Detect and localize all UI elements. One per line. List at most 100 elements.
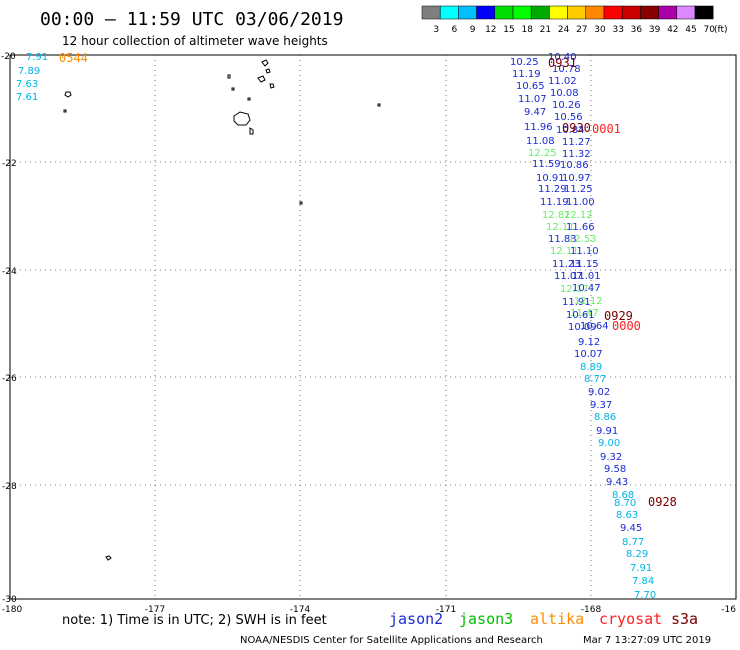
scale-swatch-14 [676, 5, 696, 20]
wave-height-label: 11.07 [554, 271, 583, 282]
wave-height-label: 12.25 [528, 148, 557, 159]
wave-height-label: 9.43 [606, 477, 628, 488]
scale-swatch-12 [640, 5, 659, 20]
scale-tick-label: 30 [594, 25, 606, 35]
lon-label: -171 [436, 605, 456, 615]
wave-height-label: 9.32 [600, 452, 622, 463]
legend-s3a: s3a [671, 610, 698, 628]
wave-height-color-scale: 3 6 9 12 15 18 21 24 27 30 33 36 39 42 45 70 [421, 5, 715, 35]
wave-height-label: 8.77 [584, 374, 606, 385]
footer-credit: NOAA/NESDIS Center for Satellite Applica… [240, 635, 543, 646]
wave-height-label: 10.61 [566, 310, 595, 321]
wave-height-label: 10.78 [552, 64, 581, 75]
wave-height-label: 8.89 [580, 362, 602, 373]
lat-label: -24 [2, 267, 17, 277]
map-title: 00:00 — 11:59 UTC 03/06/2019 [40, 9, 343, 30]
scale-swatch-8 [567, 5, 587, 20]
wave-height-label: 8.77 [622, 537, 644, 548]
lon-label: -174 [290, 605, 311, 615]
legend-jason2: jason2 [389, 610, 443, 628]
lon-label: -168 [581, 605, 602, 615]
wave-height-label: 8.68 [612, 490, 634, 501]
island-vanua-levu [257, 59, 275, 89]
wave-height-label: 11.00 [566, 197, 595, 208]
wave-height-label: 7.89 [18, 66, 40, 77]
lat-label: -20 [1, 52, 16, 62]
scale-swatch-9 [585, 5, 605, 20]
scale-swatch-13 [658, 5, 678, 20]
scale-tick-label: 45 [685, 25, 696, 35]
scale-swatch-1 [439, 5, 459, 20]
wave-height-label: 8.70 [614, 498, 636, 509]
wave-height-label: 10.07 [574, 349, 603, 360]
island-south [105, 555, 112, 561]
wave-height-label: 10.64 [580, 321, 609, 332]
legend-cryosat: cryosat [599, 610, 662, 628]
wave-height-label: 10.26 [552, 100, 581, 111]
wave-height-label: 11.19 [512, 69, 541, 80]
wave-height-label: 11.91 [562, 297, 591, 308]
wave-height-label: 9.45 [620, 523, 642, 534]
scale-tick-label: 36 [631, 25, 643, 35]
wave-height-label: 10.97 [562, 173, 591, 184]
lat-label: -28 [2, 482, 17, 492]
wave-height-label: 8.63 [616, 510, 638, 521]
wave-height-label: 7.61 [16, 92, 38, 103]
wave-height-label: 9.12 [578, 337, 600, 348]
wave-height-label: 9.91 [596, 426, 618, 437]
wave-height-label: 11.83 [548, 234, 577, 245]
wave-height-label: 11.23 [552, 259, 581, 270]
pass-time-label: 0928 [648, 495, 677, 509]
wave-height-label: 11.19 [540, 197, 569, 208]
scale-swatch-5 [512, 5, 532, 20]
wave-height-label: 12.11 [546, 222, 575, 233]
scale-tick-label: 12 [485, 25, 496, 35]
wave-height-label: 10.40 [548, 52, 577, 63]
wave-height-label: 12.12 [564, 210, 593, 221]
wave-height-label: 10.65 [516, 81, 545, 92]
pass-time-label: 0931 [548, 56, 577, 70]
wave-height-label: 12.17 [560, 284, 589, 295]
island-kadavu [249, 127, 254, 135]
lat-label: -30 [2, 595, 17, 605]
wave-height-label: 12.53 [568, 234, 597, 245]
lat-label: -26 [2, 374, 17, 384]
island-small-e [377, 103, 381, 107]
pass-time-label: 0544 [59, 51, 88, 65]
wave-height-label: 10.09 [568, 322, 597, 333]
lon-label: -177 [145, 605, 165, 615]
wave-height-label: 12.11 [550, 246, 579, 257]
scale-tick-label: 6 [452, 25, 458, 35]
wave-height-label: 11.59 [532, 159, 561, 170]
lat-label: -22 [2, 159, 17, 169]
footer-note: note: 1) Time is in UTC; 2) SWH is in fe… [62, 613, 327, 628]
scale-tick-label: 33 [612, 25, 623, 35]
wave-height-label: 11.10 [570, 246, 599, 257]
lat-lon-grid: -20 -22 -24 -26 -28 -30-180 -177 -174 -171 -168 -1… [1, 52, 736, 615]
wave-height-label: 8.86 [594, 412, 616, 423]
wave-height-label: 7.70 [634, 590, 656, 601]
wave-height-label: 7.84 [632, 576, 654, 587]
scale-tick-label: 3 [433, 25, 439, 35]
island-outlines [63, 59, 381, 561]
scale-swatch-15 [694, 5, 714, 20]
wave-height-label: 10.56 [554, 112, 583, 123]
wave-height-label: 10.25 [510, 57, 539, 68]
island-viti-levu [233, 111, 251, 126]
wave-height-label: 11.47 [570, 308, 599, 319]
wave-height-label: 7.91 [26, 52, 48, 63]
lon-label: -16 [721, 605, 736, 615]
scale-swatch-2 [458, 5, 477, 20]
lon-label: -180 [2, 605, 23, 615]
scale-tick-label: 42 [667, 25, 678, 35]
scale-tick-label: 15 [503, 25, 514, 35]
island-west [63, 91, 72, 113]
footer-timestamp: Mar 7 13:27:09 UTC 2019 [583, 635, 711, 646]
scale-tick-label: 70 [703, 25, 715, 35]
wave-height-label: 12.82 [542, 210, 571, 221]
wave-height-label: 11.32 [562, 149, 591, 160]
map-subtitle: 12 hour collection of altimeter wave hei… [62, 34, 328, 48]
wave-height-label: 10.86 [560, 160, 589, 171]
island-ono [299, 201, 303, 205]
